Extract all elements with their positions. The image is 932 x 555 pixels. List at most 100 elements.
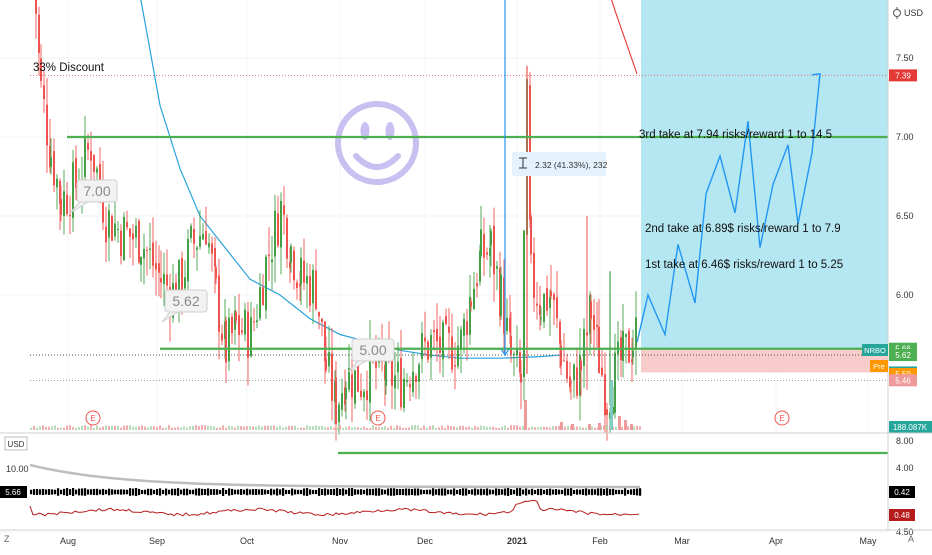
candle-body	[328, 352, 330, 367]
corner-left-label[interactable]: Z	[4, 534, 10, 544]
candle-body	[193, 228, 195, 244]
indicator-bar	[639, 488, 642, 496]
volume-bar	[96, 425, 98, 430]
candle-body	[421, 333, 423, 359]
earnings-marker[interactable]: E	[85, 410, 101, 426]
indicator-bar	[357, 489, 360, 495]
indicator-bar	[534, 489, 537, 495]
candle-body	[448, 326, 450, 333]
indicator-bar	[129, 488, 132, 496]
indicator-bar	[636, 488, 639, 496]
volume-bar	[558, 425, 560, 430]
horizontal-levels[interactable]	[30, 0, 888, 455]
indicator-bar	[594, 489, 597, 495]
indicator-bar	[543, 489, 546, 495]
candle-body	[579, 355, 581, 396]
candle-body	[60, 198, 62, 215]
indicator-bar	[618, 489, 621, 495]
volume-bar	[474, 425, 476, 430]
volume-bar	[51, 426, 53, 430]
corner-right-label[interactable]: A	[908, 534, 914, 544]
candle-body	[152, 242, 154, 266]
indicator-bar	[93, 488, 96, 496]
indicator-bar	[471, 489, 474, 495]
price-axis[interactable]: USD 9.008.507.507.006.506.004.50 7.947.3…	[862, 0, 932, 537]
indicator-bar	[504, 488, 507, 496]
volume-bar	[216, 427, 218, 430]
indicator-bar	[621, 489, 624, 495]
candle-body	[406, 380, 408, 383]
volume-bar	[144, 426, 146, 430]
candle-body	[500, 274, 502, 316]
chart-settings-icon[interactable]	[893, 7, 901, 19]
indicator-bar	[201, 488, 204, 496]
indicator-bar	[510, 489, 513, 495]
volume-bar	[639, 426, 641, 430]
indicator-bar	[198, 488, 201, 496]
indicator-bar	[243, 489, 246, 495]
indicator-bar	[204, 489, 207, 495]
volume-bar	[234, 427, 236, 430]
candle-body	[143, 248, 145, 259]
candle-body	[470, 301, 472, 307]
indicator-bar	[417, 488, 420, 496]
measure-tool[interactable]: 2.32 (41.33%), 232	[500, 0, 608, 357]
candle-body	[190, 225, 192, 238]
candle-body	[493, 225, 495, 275]
volume-bar	[312, 426, 314, 430]
volume-bar	[30, 427, 32, 430]
candle-body	[573, 364, 575, 381]
candle-body	[166, 274, 168, 286]
indicator-bar	[156, 488, 159, 496]
volume-bar	[603, 425, 605, 430]
candle-body	[208, 243, 210, 248]
volume-bar	[486, 426, 488, 430]
indicator-bar	[312, 489, 315, 495]
indicator-bar	[321, 489, 324, 495]
volume-bar	[450, 426, 452, 430]
volume-bar	[258, 425, 260, 430]
volume-bar	[441, 425, 443, 430]
candle-body	[53, 151, 55, 186]
low-callout[interactable]: 5.00	[347, 338, 395, 373]
candle-body	[570, 381, 572, 383]
price-badge	[889, 69, 917, 82]
volume-bar	[630, 424, 633, 430]
mid-callout[interactable]: 5.62	[161, 289, 208, 323]
volume-bar	[330, 425, 332, 430]
indicator-badge	[889, 509, 915, 521]
indicator-pane[interactable]: USD 10.00 5.66 8.00 4.00 0.42 0.48	[0, 432, 932, 521]
candle-body	[40, 58, 42, 81]
indicator-bar	[105, 489, 108, 495]
candle-body	[583, 328, 585, 366]
indicator-bar	[465, 488, 468, 496]
indicator-bar	[456, 489, 459, 495]
volume-bar	[483, 426, 485, 430]
volume-bar	[453, 426, 455, 430]
time-axis[interactable]: Aug Sep Oct Nov Dec 2021 Feb Mar Apr May Z A	[0, 529, 932, 546]
candle-body	[158, 263, 160, 273]
volume-bar	[588, 424, 591, 430]
indicator-currency: USD	[8, 440, 25, 449]
candle-body	[324, 321, 326, 362]
candle-body	[556, 297, 558, 319]
volume-bar	[411, 425, 413, 430]
candle-body	[445, 316, 447, 324]
candle-body	[394, 375, 396, 389]
indicator-bar	[51, 489, 54, 495]
earnings-marker[interactable]: E	[774, 410, 790, 426]
volume-bar	[282, 427, 284, 430]
indicator-bar	[75, 489, 78, 495]
volume-bar	[102, 426, 104, 430]
high-callout[interactable]: 7.00	[69, 179, 118, 214]
indicator-bar	[216, 489, 219, 495]
candle-body	[238, 315, 240, 335]
indicator-bar	[72, 488, 75, 496]
pre-badge: Pre	[870, 360, 888, 372]
candle-body	[63, 191, 65, 216]
indicator-bar	[432, 488, 435, 496]
candle-body	[516, 348, 518, 356]
earnings-marker[interactable]: E	[370, 410, 386, 426]
